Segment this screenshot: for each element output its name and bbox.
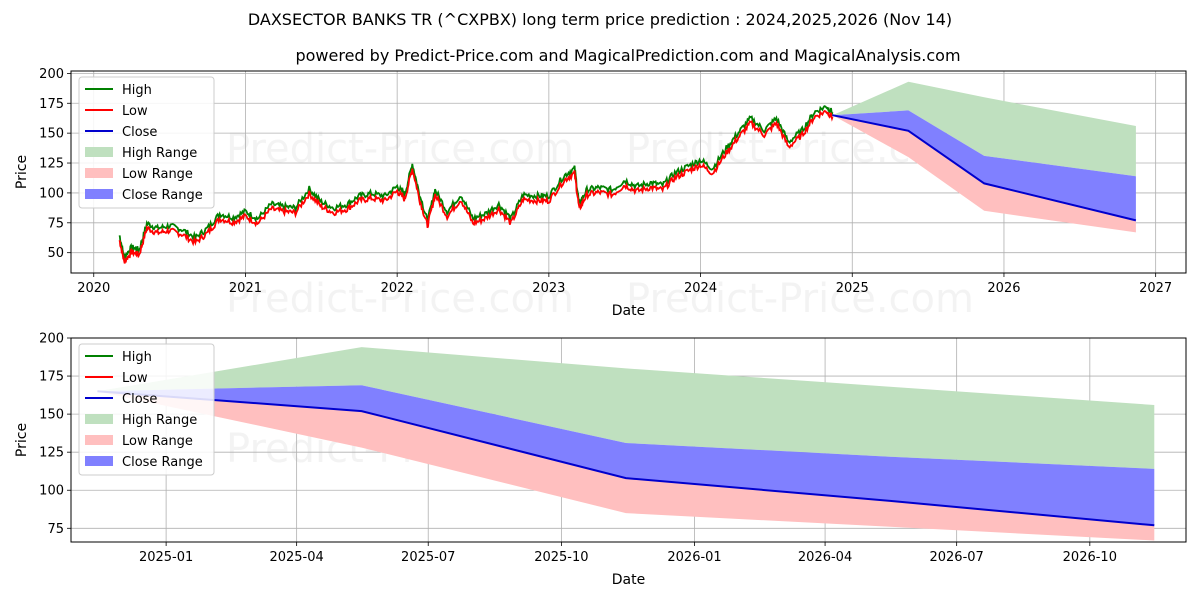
high-range-area — [832, 81, 1136, 177]
legend-high-range-label: High Range — [122, 413, 197, 428]
x-tick-label: 2020 — [77, 281, 110, 296]
legend-close-range-swatch — [85, 456, 113, 466]
chart-subtitle: powered by Predict-Price.com and Magical… — [295, 46, 960, 65]
x-axis-label: Date — [612, 303, 645, 319]
low-range-area — [832, 115, 1136, 233]
legend-close-label: Close — [122, 125, 157, 140]
x-tick-label: 2026 — [987, 281, 1020, 296]
legend-low-label: Low — [122, 104, 148, 119]
legend: High Low Close High Range Low Range Close Ran… — [78, 343, 215, 476]
legend-high-label: High — [122, 350, 152, 365]
y-axis-label: Price — [14, 155, 30, 189]
y-tick-label: 150 — [39, 408, 64, 423]
low-price-line — [118, 109, 834, 264]
x-tick-label: 2025 — [836, 281, 869, 296]
close-range-area — [832, 110, 1136, 221]
close-forecast-line — [832, 114, 1137, 222]
close-forecast-line — [97, 390, 1155, 527]
x-tick-label: 2026-01 — [667, 550, 721, 565]
plot-frame — [70, 70, 1187, 274]
forecast-zoom-chart-panel: Predict-Price.comPredict-Price.com2025-0… — [14, 332, 1187, 588]
y-tick-label: 150 — [39, 127, 64, 142]
y-tick-label: 200 — [39, 332, 64, 347]
x-tick-label: 2025-10 — [534, 550, 588, 565]
high-price-line — [118, 105, 834, 259]
y-tick-label: 50 — [47, 246, 64, 261]
watermark-text: Predict-Price.com — [226, 126, 574, 172]
legend: High Low Close High Range Low Range Close Ran… — [78, 76, 215, 209]
y-tick-label: 175 — [39, 370, 64, 385]
legend-close-range-label: Close Range — [122, 188, 203, 203]
long-term-chart-panel: Predict-Price.com Predict-Price.com Predic… — [14, 67, 1187, 322]
x-tick-label: 2025-07 — [401, 550, 455, 565]
legend-close-label: Close — [122, 392, 157, 407]
legend-high-label: High — [122, 83, 152, 98]
high-range-area — [97, 347, 1155, 469]
close-range-area — [97, 385, 1155, 526]
x-tick-label: 2025-04 — [269, 550, 323, 565]
legend-low-label: Low — [122, 371, 148, 386]
legend-high-range-label: High Range — [122, 146, 197, 161]
y-tick-label: 175 — [39, 97, 64, 112]
low-range-area — [97, 391, 1155, 541]
legend-high-range-swatch — [85, 147, 113, 157]
legend-low-range-swatch — [85, 435, 113, 445]
x-tick-label: 2026-10 — [1063, 550, 1117, 565]
y-tick-label: 75 — [47, 522, 64, 537]
plot-frame — [70, 337, 1187, 543]
y-tick-label: 100 — [39, 484, 64, 499]
x-tick-label: 2026-04 — [798, 550, 852, 565]
legend-high-range-swatch — [85, 414, 113, 424]
x-tick-label: 2023 — [532, 281, 565, 296]
x-tick-label: 2026-07 — [929, 550, 983, 565]
y-tick-label: 125 — [39, 157, 64, 172]
x-tick-label: 2024 — [684, 281, 717, 296]
legend-close-range-label: Close Range — [122, 455, 203, 470]
watermark-text: Predict-Price.com — [626, 276, 974, 322]
watermark-text: Predict-Price.com — [226, 276, 574, 322]
legend-low-range-label: Low Range — [122, 434, 193, 449]
y-tick-label: 75 — [47, 216, 64, 231]
chart-title: DAXSECTOR BANKS TR (^CXPBX) long term pr… — [248, 10, 952, 29]
x-tick-label: 2027 — [1139, 281, 1172, 296]
legend-low-range-label: Low Range — [122, 167, 193, 182]
y-tick-label: 125 — [39, 446, 64, 461]
y-tick-label: 100 — [39, 186, 64, 201]
legend-low-range-swatch — [85, 168, 113, 178]
x-tick-label: 2022 — [381, 281, 414, 296]
x-tick-label: 2025-01 — [139, 550, 193, 565]
x-tick-label: 2021 — [229, 281, 262, 296]
y-axis-label: Price — [14, 423, 30, 457]
x-axis-label: Date — [612, 572, 645, 588]
y-tick-label: 200 — [39, 67, 64, 82]
legend-close-range-swatch — [85, 189, 113, 199]
